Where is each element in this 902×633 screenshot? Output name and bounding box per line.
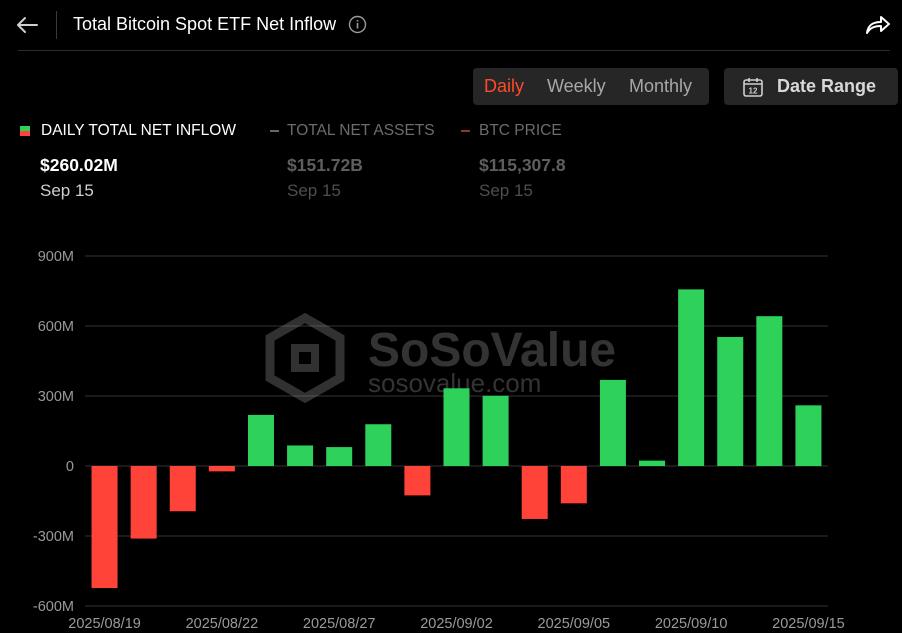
watermark: SoSoValue sosovalue.com [265,312,616,404]
period-toggle: Daily Weekly Monthly [473,68,709,105]
share-icon[interactable] [864,12,892,38]
y-tick-label: 900M [38,249,74,265]
period-daily-button[interactable]: Daily [484,76,525,96]
net-inflow-value: $260.02M [40,155,118,175]
calendar-day-number: 12 [749,87,758,96]
bar[interactable] [639,460,666,466]
legend-daily-net-inflow[interactable]: DAILY TOTAL NET INFLOW [20,122,250,142]
legend-label: DAILY TOTAL NET INFLOW [41,122,236,139]
legend-total-net-assets[interactable]: TOTAL NET ASSETS [270,122,440,142]
legend-label: BTC PRICE [479,122,562,139]
page-title: Total Bitcoin Spot ETF Net Inflow [73,14,337,34]
x-tick-label: 2025/09/15 [772,616,845,632]
bar[interactable] [717,336,744,466]
bar[interactable] [795,405,822,466]
x-tick-label: 2025/09/05 [538,616,611,632]
header-divider [56,11,57,39]
bar[interactable] [404,466,431,496]
x-tick-label: 2025/09/02 [420,616,493,632]
info-icon[interactable] [348,15,367,34]
x-tick-label: 2025/08/19 [68,616,141,632]
date-range-label: Date Range [777,76,877,96]
header: Total Bitcoin Spot ETF Net Inflow [0,0,902,50]
bars [91,289,822,589]
bar[interactable] [247,414,274,466]
btc-price-value: $115,307.8 [479,155,566,175]
bar[interactable] [756,316,783,466]
bar[interactable] [365,424,392,466]
net-assets-value: $151.72B [287,155,363,175]
x-axis-labels: 2025/08/19 2025/08/22 2025/08/27 2025/09/02… [68,616,844,632]
legend-dash-icon [270,130,279,132]
x-tick-label: 2025/08/27 [303,616,376,632]
x-tick-label: 2025/09/10 [655,616,728,632]
bar[interactable] [326,447,353,466]
calendar-icon: 12 [743,78,763,97]
bar[interactable] [287,445,314,466]
y-tick-label: -600M [33,599,74,615]
bar[interactable] [599,379,626,466]
y-tick-label: -300M [33,529,74,545]
bar[interactable] [560,466,587,504]
y-tick-label: 0 [66,459,74,475]
x-tick-label: 2025/08/22 [186,616,259,632]
y-tick-label: 600M [38,319,74,335]
watermark-brand: SoSoValue [368,324,616,377]
bar[interactable] [521,466,548,519]
legend-dash-icon [461,130,470,132]
legend-swatch-icon [20,126,30,136]
date-range-button[interactable]: 12 Date Range [724,68,898,105]
y-axis-labels: -600M -300M 0 300M 600M 900M [33,249,74,615]
sosovalue-logo-icon [265,312,345,404]
bar[interactable] [208,466,235,472]
header-divider-line [18,50,890,51]
bar[interactable] [443,388,470,466]
legend-btc-price[interactable]: BTC PRICE [461,122,581,142]
bar[interactable] [678,289,705,466]
period-monthly-button[interactable]: Monthly [629,76,693,96]
back-arrow-icon[interactable] [14,12,40,38]
bar[interactable] [91,466,118,589]
bar[interactable] [482,395,509,466]
legend-label: TOTAL NET ASSETS [287,122,435,139]
bar[interactable] [130,466,157,539]
net-assets-date: Sep 15 [287,181,341,200]
period-weekly-button[interactable]: Weekly [547,76,606,96]
btc-price-date: Sep 15 [479,181,533,200]
y-tick-label: 300M [38,389,74,405]
bar[interactable] [169,466,196,512]
net-inflow-date: Sep 15 [40,181,94,200]
